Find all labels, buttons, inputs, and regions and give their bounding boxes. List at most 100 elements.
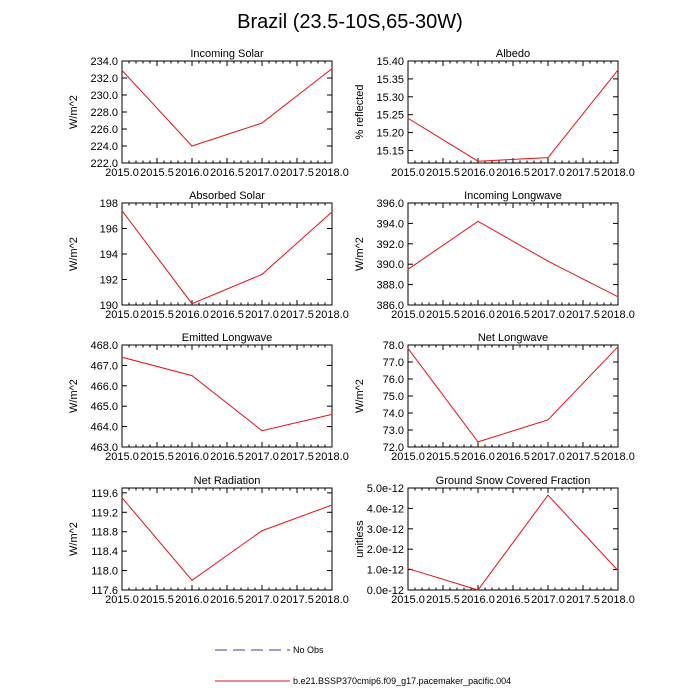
data-point: [477, 220, 479, 222]
data-point: [261, 273, 263, 275]
y-tick-label: 467.0: [90, 360, 118, 372]
panel-title: Emitted Longwave: [182, 332, 273, 344]
panel-incoming-longwave: Incoming Longwave W/m^2 2015.0 2015.5 2016.0…: [354, 190, 635, 321]
plot-frame: [407, 60, 619, 164]
data-point: [407, 117, 409, 119]
x-tick-label: 2018.0: [601, 309, 635, 321]
y-tick-label: 465.0: [90, 401, 118, 413]
x-tick-label: 2015.0: [391, 167, 425, 179]
y-tick-label: 76.0: [383, 374, 404, 386]
data-point: [121, 356, 123, 358]
y-tick-label: 388.0: [376, 280, 404, 292]
legend-model-label: b.e21.BSSP370cmip6.f09_g17.pacemaker_pac…: [293, 676, 511, 686]
y-tick-label: 15.40: [376, 56, 404, 68]
x-tick-label: 2017.5: [280, 167, 314, 179]
data-point: [191, 303, 193, 305]
y-tick-label: 118.4: [91, 546, 118, 558]
y-tick-label: 232.0: [90, 73, 118, 85]
y-tick-label: 118.8: [91, 527, 118, 539]
x-tick-label: 2018.0: [601, 167, 635, 179]
x-tick-label: 2018.0: [601, 451, 635, 463]
y-tick-label: 0.0e-12: [367, 585, 404, 597]
x-tick-label: 2017.0: [245, 594, 279, 606]
x-tick-label: 2016.5: [496, 167, 530, 179]
x-tick-label: 2017.5: [280, 309, 314, 321]
series-line: [121, 497, 333, 581]
y-tick-label: 226.0: [90, 124, 118, 136]
data-point: [191, 145, 193, 147]
series-line: [407, 69, 619, 162]
x-tick-label: 2015.0: [391, 594, 425, 606]
plot-frame: [407, 202, 619, 306]
y-axis-label: % reflected: [354, 84, 366, 139]
data-point: [547, 157, 549, 159]
y-tick-label: 15.25: [376, 110, 404, 122]
y-tick-label: 392.0: [376, 239, 404, 251]
panel-albedo: Albedo % reflected 2015.0 2015.5 2016.0 2016.…: [354, 48, 635, 179]
x-tick-label: 2015.5: [140, 451, 174, 463]
x-tick-label: 2018.0: [601, 594, 635, 606]
y-tick-label: 15.20: [376, 128, 404, 140]
data-point: [331, 504, 333, 506]
x-tick-label: 2016.5: [210, 451, 244, 463]
x-tick-label: 2017.5: [566, 451, 600, 463]
data-point: [407, 347, 409, 349]
x-tick-label: 2017.0: [531, 594, 565, 606]
series-line: [121, 356, 333, 432]
x-tick-label: 2017.5: [566, 594, 600, 606]
y-tick-label: 224.0: [90, 141, 118, 153]
data-point: [547, 419, 549, 421]
y-tick-label: 2.0e-12: [367, 544, 404, 556]
x-tick-label: 2016.5: [210, 594, 244, 606]
plot-frame: [121, 487, 333, 591]
y-tick-label: 464.0: [90, 422, 118, 434]
data-point: [617, 296, 619, 298]
x-tick-label: 2016.5: [496, 451, 530, 463]
x-tick-label: 2017.0: [531, 167, 565, 179]
y-tick-label: 118.0: [91, 566, 118, 578]
x-tick-label: 2016.0: [175, 594, 209, 606]
x-tick-label: 2015.5: [426, 167, 460, 179]
x-tick-label: 2015.0: [105, 167, 139, 179]
x-tick-label: 2017.0: [245, 167, 279, 179]
panel-title: Albedo: [496, 48, 530, 60]
y-tick-label: 222.0: [90, 158, 118, 170]
x-tick-label: 2017.0: [245, 451, 279, 463]
series-line: [407, 220, 619, 298]
x-tick-label: 2016.5: [210, 167, 244, 179]
data-point: [547, 260, 549, 262]
data-point: [477, 589, 479, 591]
x-tick-label: 2017.5: [280, 451, 314, 463]
x-tick-label: 2015.0: [105, 594, 139, 606]
x-tick-label: 2015.5: [140, 309, 174, 321]
y-axis-label: W/m^2: [68, 522, 80, 556]
y-tick-label: 77.0: [383, 357, 404, 369]
y-tick-label: 194: [100, 249, 118, 261]
y-tick-label: 192: [100, 275, 118, 287]
y-tick-label: 119.6: [91, 488, 118, 500]
y-tick-label: 230.0: [90, 90, 118, 102]
y-axis-label: W/m^2: [354, 379, 366, 413]
data-point: [191, 579, 193, 581]
y-tick-label: 78.0: [383, 340, 404, 352]
y-tick-label: 463.0: [90, 442, 118, 454]
x-tick-label: 2015.5: [426, 309, 460, 321]
figure-title: Brazil (23.5-10S,65-30W): [237, 11, 463, 33]
plot-frame: [407, 344, 619, 448]
x-tick-label: 2016.5: [496, 309, 530, 321]
panel-title: Net Longwave: [478, 332, 548, 344]
x-tick-label: 2016.0: [175, 309, 209, 321]
y-tick-label: 119.2: [91, 507, 118, 519]
y-tick-label: 394.0: [376, 218, 404, 230]
y-tick-label: 74.0: [383, 408, 404, 420]
y-tick-label: 196: [100, 224, 118, 236]
panel-title: Incoming Longwave: [464, 190, 562, 202]
x-tick-label: 2017.0: [245, 309, 279, 321]
y-axis-label: W/m^2: [68, 379, 80, 413]
y-tick-label: 466.0: [90, 381, 118, 393]
